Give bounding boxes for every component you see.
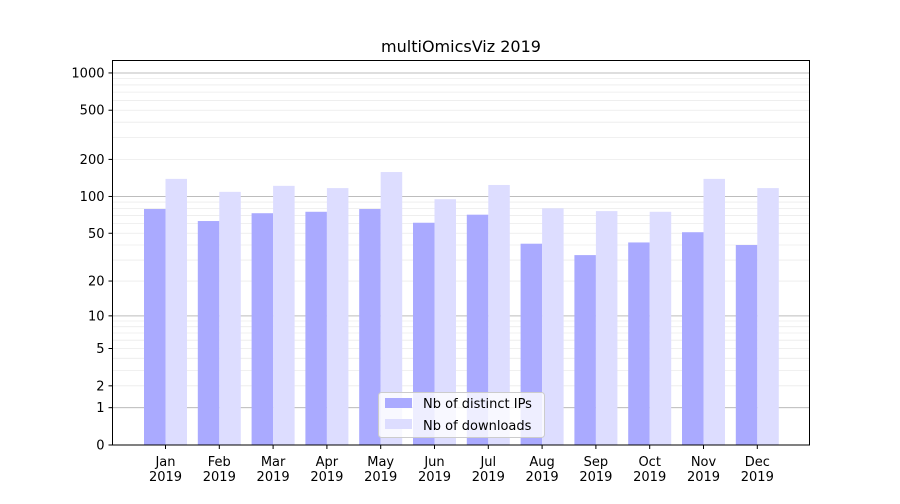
x-tick-label: Nov — [691, 455, 717, 470]
x-tick-label: May — [367, 455, 394, 470]
bar-distinct-ips — [144, 209, 166, 445]
x-tick-label: 2019 — [472, 470, 505, 485]
x-tick-label: Feb — [208, 455, 231, 470]
bar-distinct-ips — [251, 213, 274, 445]
y-tick-label: 0 — [96, 439, 104, 454]
bar-distinct-ips — [359, 209, 381, 445]
x-tick-label: Jan — [154, 455, 175, 470]
x-tick-label: Sep — [584, 455, 609, 470]
bars — [144, 172, 779, 446]
bar-downloads — [488, 184, 510, 445]
bar-distinct-ips — [574, 255, 596, 445]
x-tick-label: Oct — [638, 455, 660, 470]
bar-downloads — [380, 172, 403, 445]
y-tick-label: 20 — [88, 275, 105, 290]
bar-distinct-ips — [197, 221, 220, 445]
legend: Nb of distinct IPs Nb of downloads — [378, 392, 545, 438]
bar-downloads — [165, 178, 187, 445]
x-tick-label: 2019 — [418, 470, 451, 485]
x-tick-label: 2019 — [579, 470, 612, 485]
x-tick-label: Jun — [423, 455, 444, 470]
y-tick-label: 5 — [96, 342, 104, 357]
bar-downloads — [703, 178, 725, 445]
x-tick-label: 2019 — [364, 470, 397, 485]
bar-downloads — [595, 211, 618, 445]
legend-label-ips: Nb of distinct IPs — [423, 397, 532, 412]
y-axis: 0 1 2 5 10 20 50 100 200 500 1000 — [71, 66, 113, 454]
x-tick-label: Mar — [261, 455, 286, 470]
chart-title: multiOmicsViz 2019 — [381, 37, 541, 56]
x-tick-label: Dec — [745, 455, 770, 470]
plot-frame — [112, 60, 810, 446]
y-tick-label: 500 — [80, 104, 105, 119]
bar-distinct-ips — [628, 242, 650, 445]
x-tick-label: Apr — [316, 455, 339, 470]
x-tick-label: Aug — [529, 455, 554, 470]
x-tick-label: 2019 — [149, 470, 182, 485]
bar-downloads — [649, 211, 672, 445]
bar-downloads — [326, 188, 349, 446]
x-tick-label: 2019 — [257, 470, 290, 485]
y-tick-label: 100 — [80, 190, 105, 205]
x-tick-label: Jul — [479, 455, 496, 470]
y-tick-label: 1 — [96, 401, 104, 416]
x-axis: Jan2019Feb2019Mar2019Apr2019May2019Jun20… — [149, 445, 774, 485]
x-tick-label: 2019 — [203, 470, 236, 485]
bar-downloads — [757, 188, 779, 446]
y-tick-label: 2 — [96, 379, 104, 394]
y-tick-label: 10 — [88, 309, 105, 324]
x-tick-label: 2019 — [526, 470, 559, 485]
legend-swatch-downloads — [385, 419, 412, 429]
x-tick-label: 2019 — [310, 470, 343, 485]
y-tick-label: 50 — [88, 227, 105, 242]
legend-label-downloads: Nb of downloads — [423, 419, 532, 434]
y-tick-label: 1000 — [71, 66, 104, 81]
bar-downloads — [542, 208, 564, 445]
x-tick-label: 2019 — [687, 470, 720, 485]
x-tick-label: 2019 — [741, 470, 774, 485]
y-tick-label: 200 — [80, 153, 105, 168]
bar-distinct-ips — [735, 245, 758, 445]
bar-distinct-ips — [413, 222, 435, 445]
bar-downloads — [434, 199, 456, 445]
bar-distinct-ips — [305, 211, 327, 445]
bar-distinct-ips — [466, 214, 489, 445]
bar-downloads — [219, 191, 241, 445]
bar-downloads — [273, 185, 295, 446]
legend-swatch-ips — [385, 398, 412, 408]
bar-distinct-ips — [682, 232, 704, 445]
x-tick-label: 2019 — [633, 470, 666, 485]
